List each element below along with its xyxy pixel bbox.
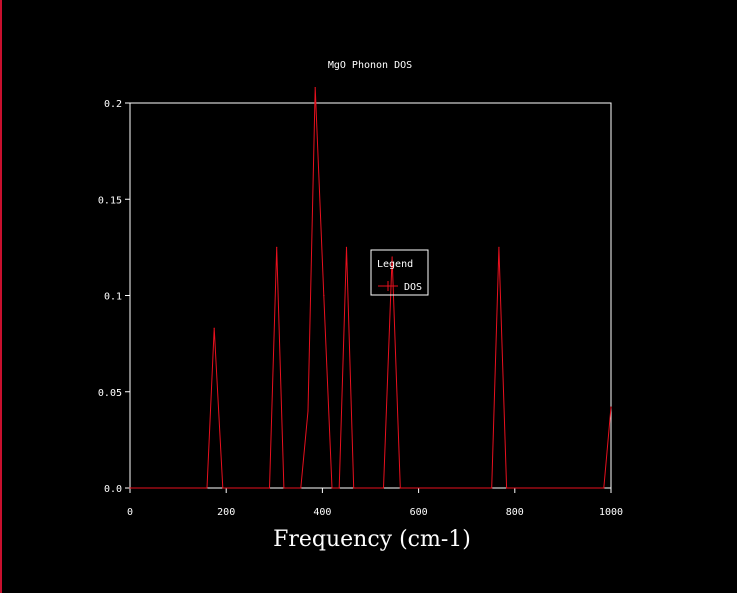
y-axis: 0.0 0.05 0.1 0.15 0.2 [98, 99, 130, 495]
legend: Legend DOS [370, 249, 429, 296]
dos-data-point [206, 487, 208, 489]
dos-data-point [353, 487, 355, 489]
y-tick-label: 0.0 [104, 484, 122, 495]
legend-title: Legend [377, 259, 413, 270]
dos-data-point [498, 246, 500, 248]
x-tick-label: 1000 [599, 507, 623, 518]
x-axis: 0 200 400 600 800 1000 [127, 488, 623, 518]
dos-data-point [276, 246, 278, 248]
dos-data-point [399, 487, 401, 489]
dos-data-point [323, 294, 325, 297]
dos-data-point [610, 406, 612, 408]
legend-entry-dos: DOS [404, 282, 422, 293]
x-tick-label: 400 [313, 507, 331, 518]
y-tick-label: 0.2 [104, 99, 122, 110]
y-tick-label: 0.05 [98, 388, 122, 399]
dos-series-points [129, 87, 612, 489]
y-tick-label: 0.1 [104, 292, 122, 303]
dos-data-point [331, 487, 333, 489]
y-tick-label: 0.15 [98, 195, 122, 206]
dos-data-point [338, 487, 340, 489]
dos-data-point [345, 246, 348, 248]
x-tick-label: 200 [217, 507, 235, 518]
x-tick-label: 0 [127, 507, 133, 518]
x-axis-label: Frequency (cm-1) [273, 527, 471, 552]
x-tick-label: 800 [506, 507, 524, 518]
dos-data-point [391, 256, 393, 258]
dos-data-point [603, 487, 605, 489]
dos-data-point [506, 487, 508, 489]
dos-data-point [222, 487, 224, 489]
dos-data-point [491, 487, 493, 489]
dos-data-point [314, 87, 316, 89]
dos-data-point [283, 487, 285, 489]
dos-data-point [382, 487, 385, 489]
dos-data-point [300, 487, 302, 489]
dos-data-point [268, 487, 271, 489]
window-left-edge [0, 0, 2, 593]
legend-box [370, 249, 429, 296]
chart-title: MgO Phonon DOS [328, 60, 412, 71]
x-tick-label: 600 [410, 507, 428, 518]
dos-data-point [307, 410, 309, 412]
dos-data-point [129, 487, 131, 489]
dos-data-point [213, 327, 215, 329]
